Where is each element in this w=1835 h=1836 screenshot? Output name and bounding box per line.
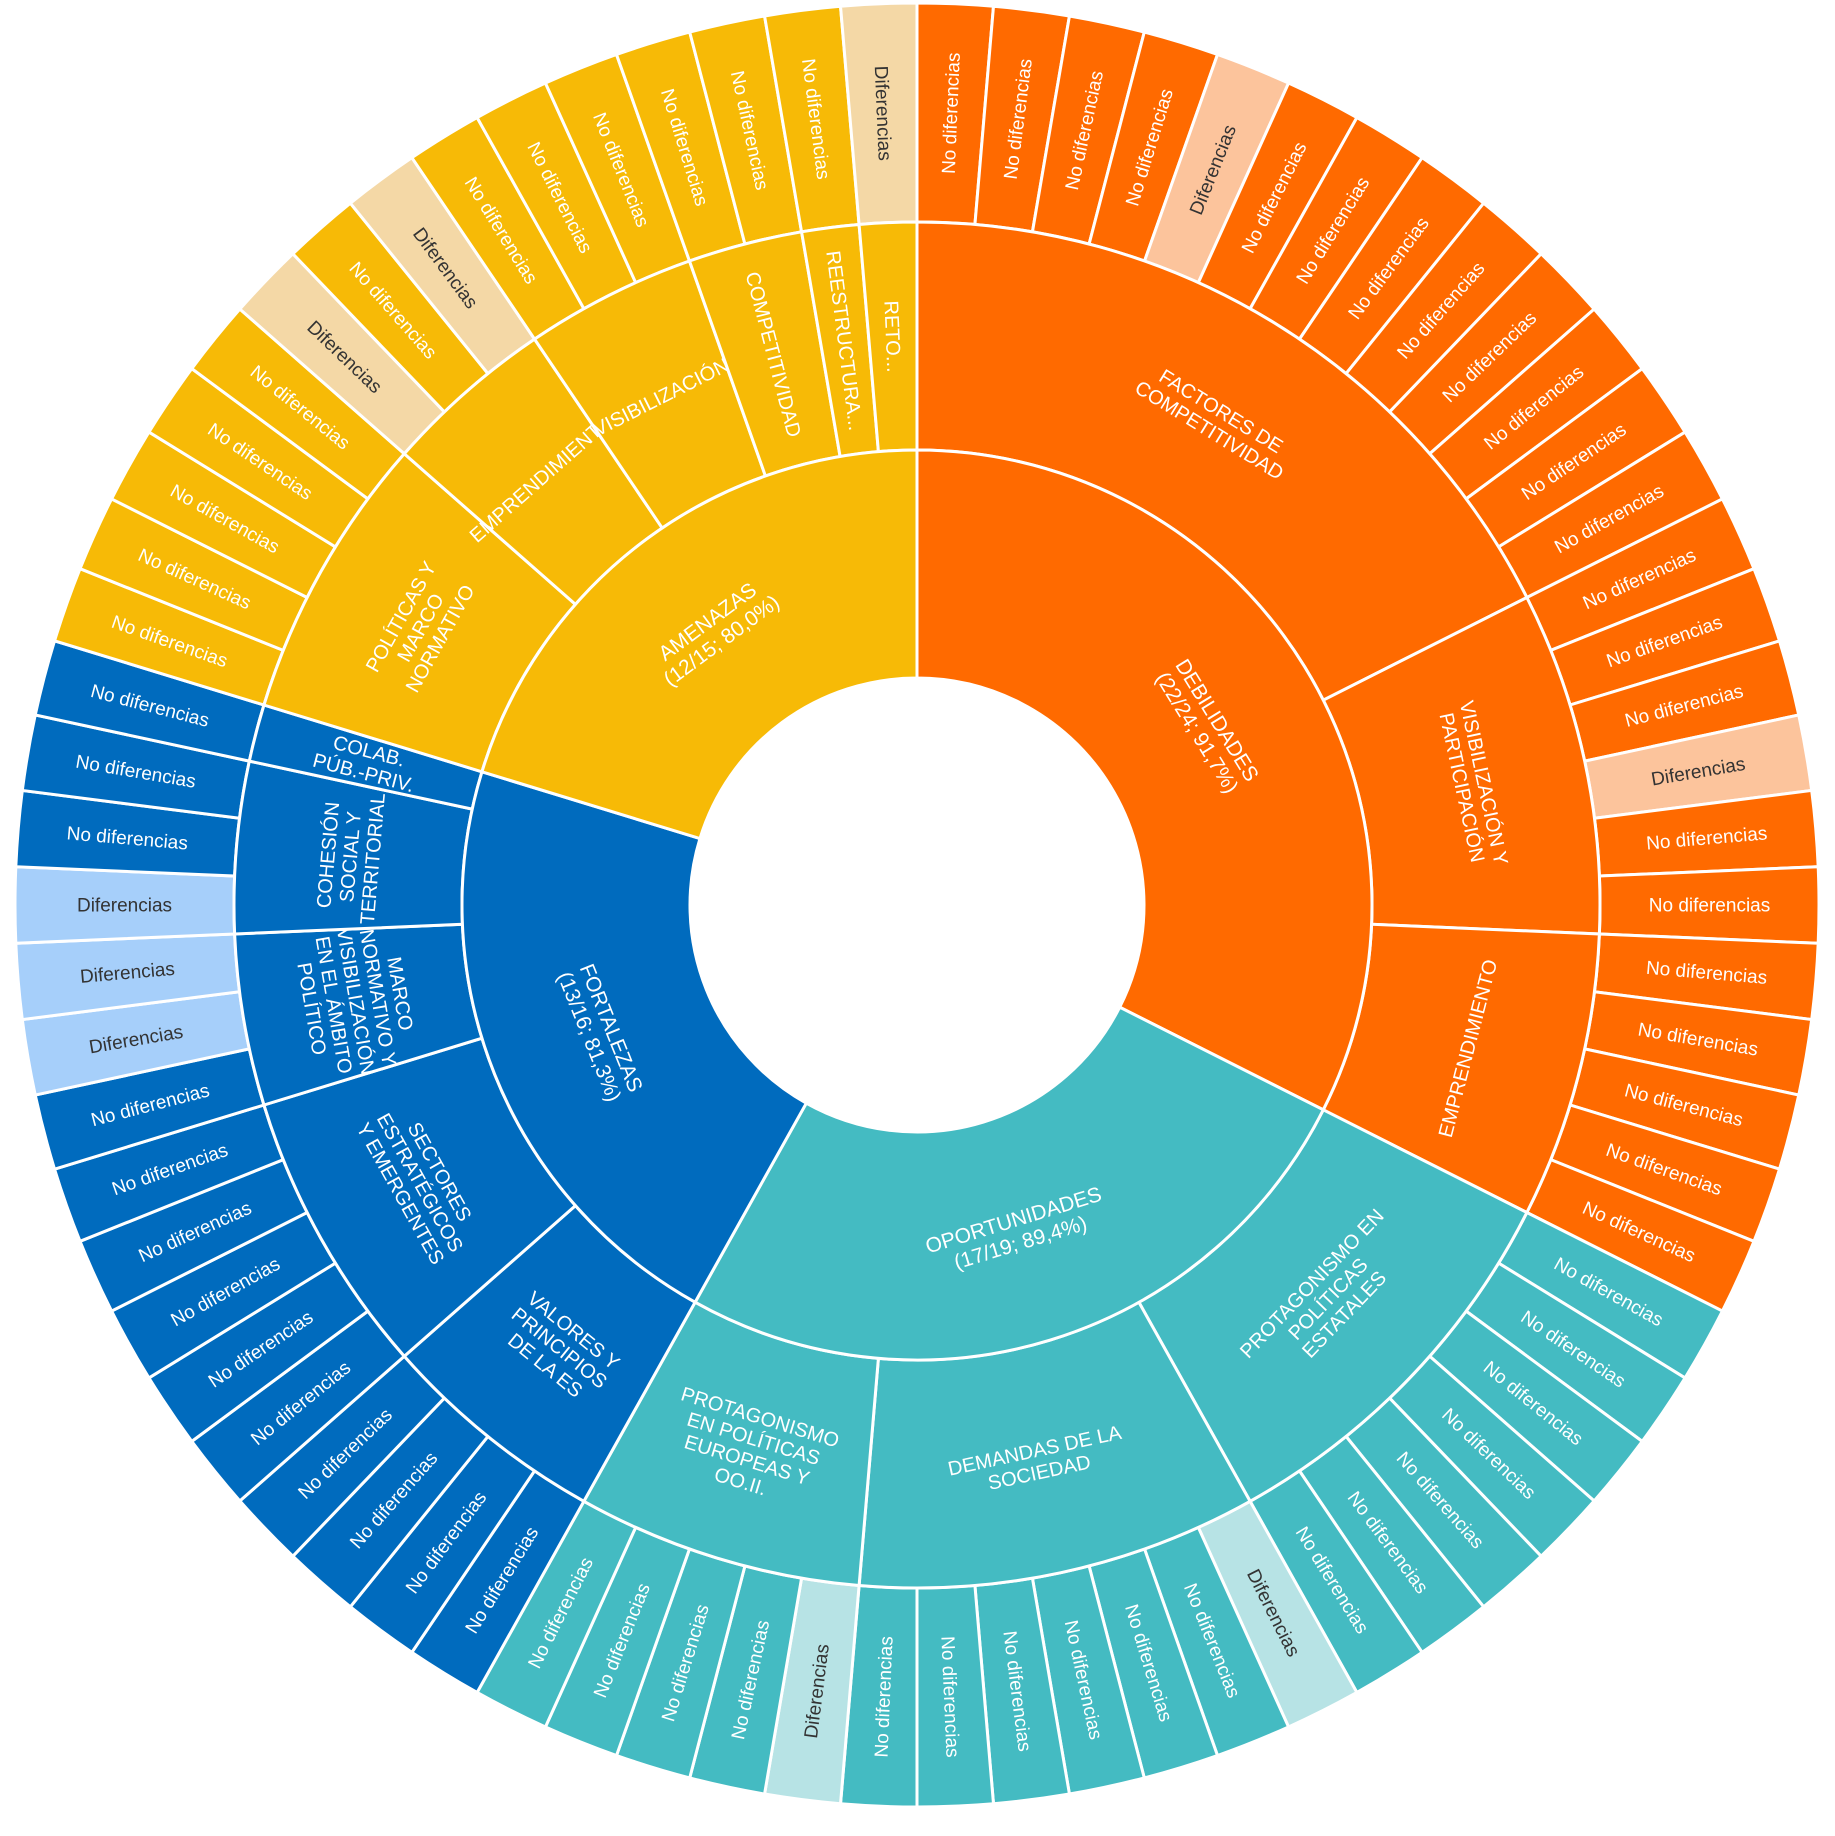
center-hole <box>690 678 1144 1132</box>
svg-text:RETO...: RETO... <box>879 300 904 373</box>
category-label-line: RETO... <box>879 300 904 373</box>
leaf-label-line: Diferencias <box>870 65 895 161</box>
leaf-label: No diferencias <box>871 1636 897 1758</box>
leaf-label-line: No diferencias <box>936 1636 962 1758</box>
leaf-label: Diferencias <box>870 65 895 161</box>
category-label: MARCONORMATIVO YVISIBILIZACIÓNEN EL ÁMBI… <box>288 919 423 1085</box>
leaf-label-line: No diferencias <box>871 1636 897 1758</box>
svg-text:No diferencias: No diferencias <box>871 1636 897 1758</box>
leaf-label: No diferencias <box>1649 896 1770 917</box>
svg-text:MARCONORMATIVO YVISIBILIZACIÓN: MARCONORMATIVO YVISIBILIZACIÓNEN EL ÁMBI… <box>288 919 423 1085</box>
leaf-label-line: Diferencias <box>77 896 172 917</box>
svg-text:No diferencias: No diferencias <box>1649 896 1770 917</box>
svg-text:No diferencias: No diferencias <box>939 52 965 174</box>
leaf-label-line: No diferencias <box>1649 896 1770 917</box>
leaf-label: No diferencias <box>936 1636 962 1758</box>
leaf-label: Diferencias <box>77 896 172 917</box>
svg-text:Diferencias: Diferencias <box>77 896 172 917</box>
leaf-label-line: No diferencias <box>939 52 965 174</box>
svg-text:Diferencias: Diferencias <box>870 65 895 161</box>
svg-text:No diferencias: No diferencias <box>936 1636 962 1758</box>
leaf-label: No diferencias <box>939 52 965 174</box>
category-label: RETO... <box>879 300 904 373</box>
